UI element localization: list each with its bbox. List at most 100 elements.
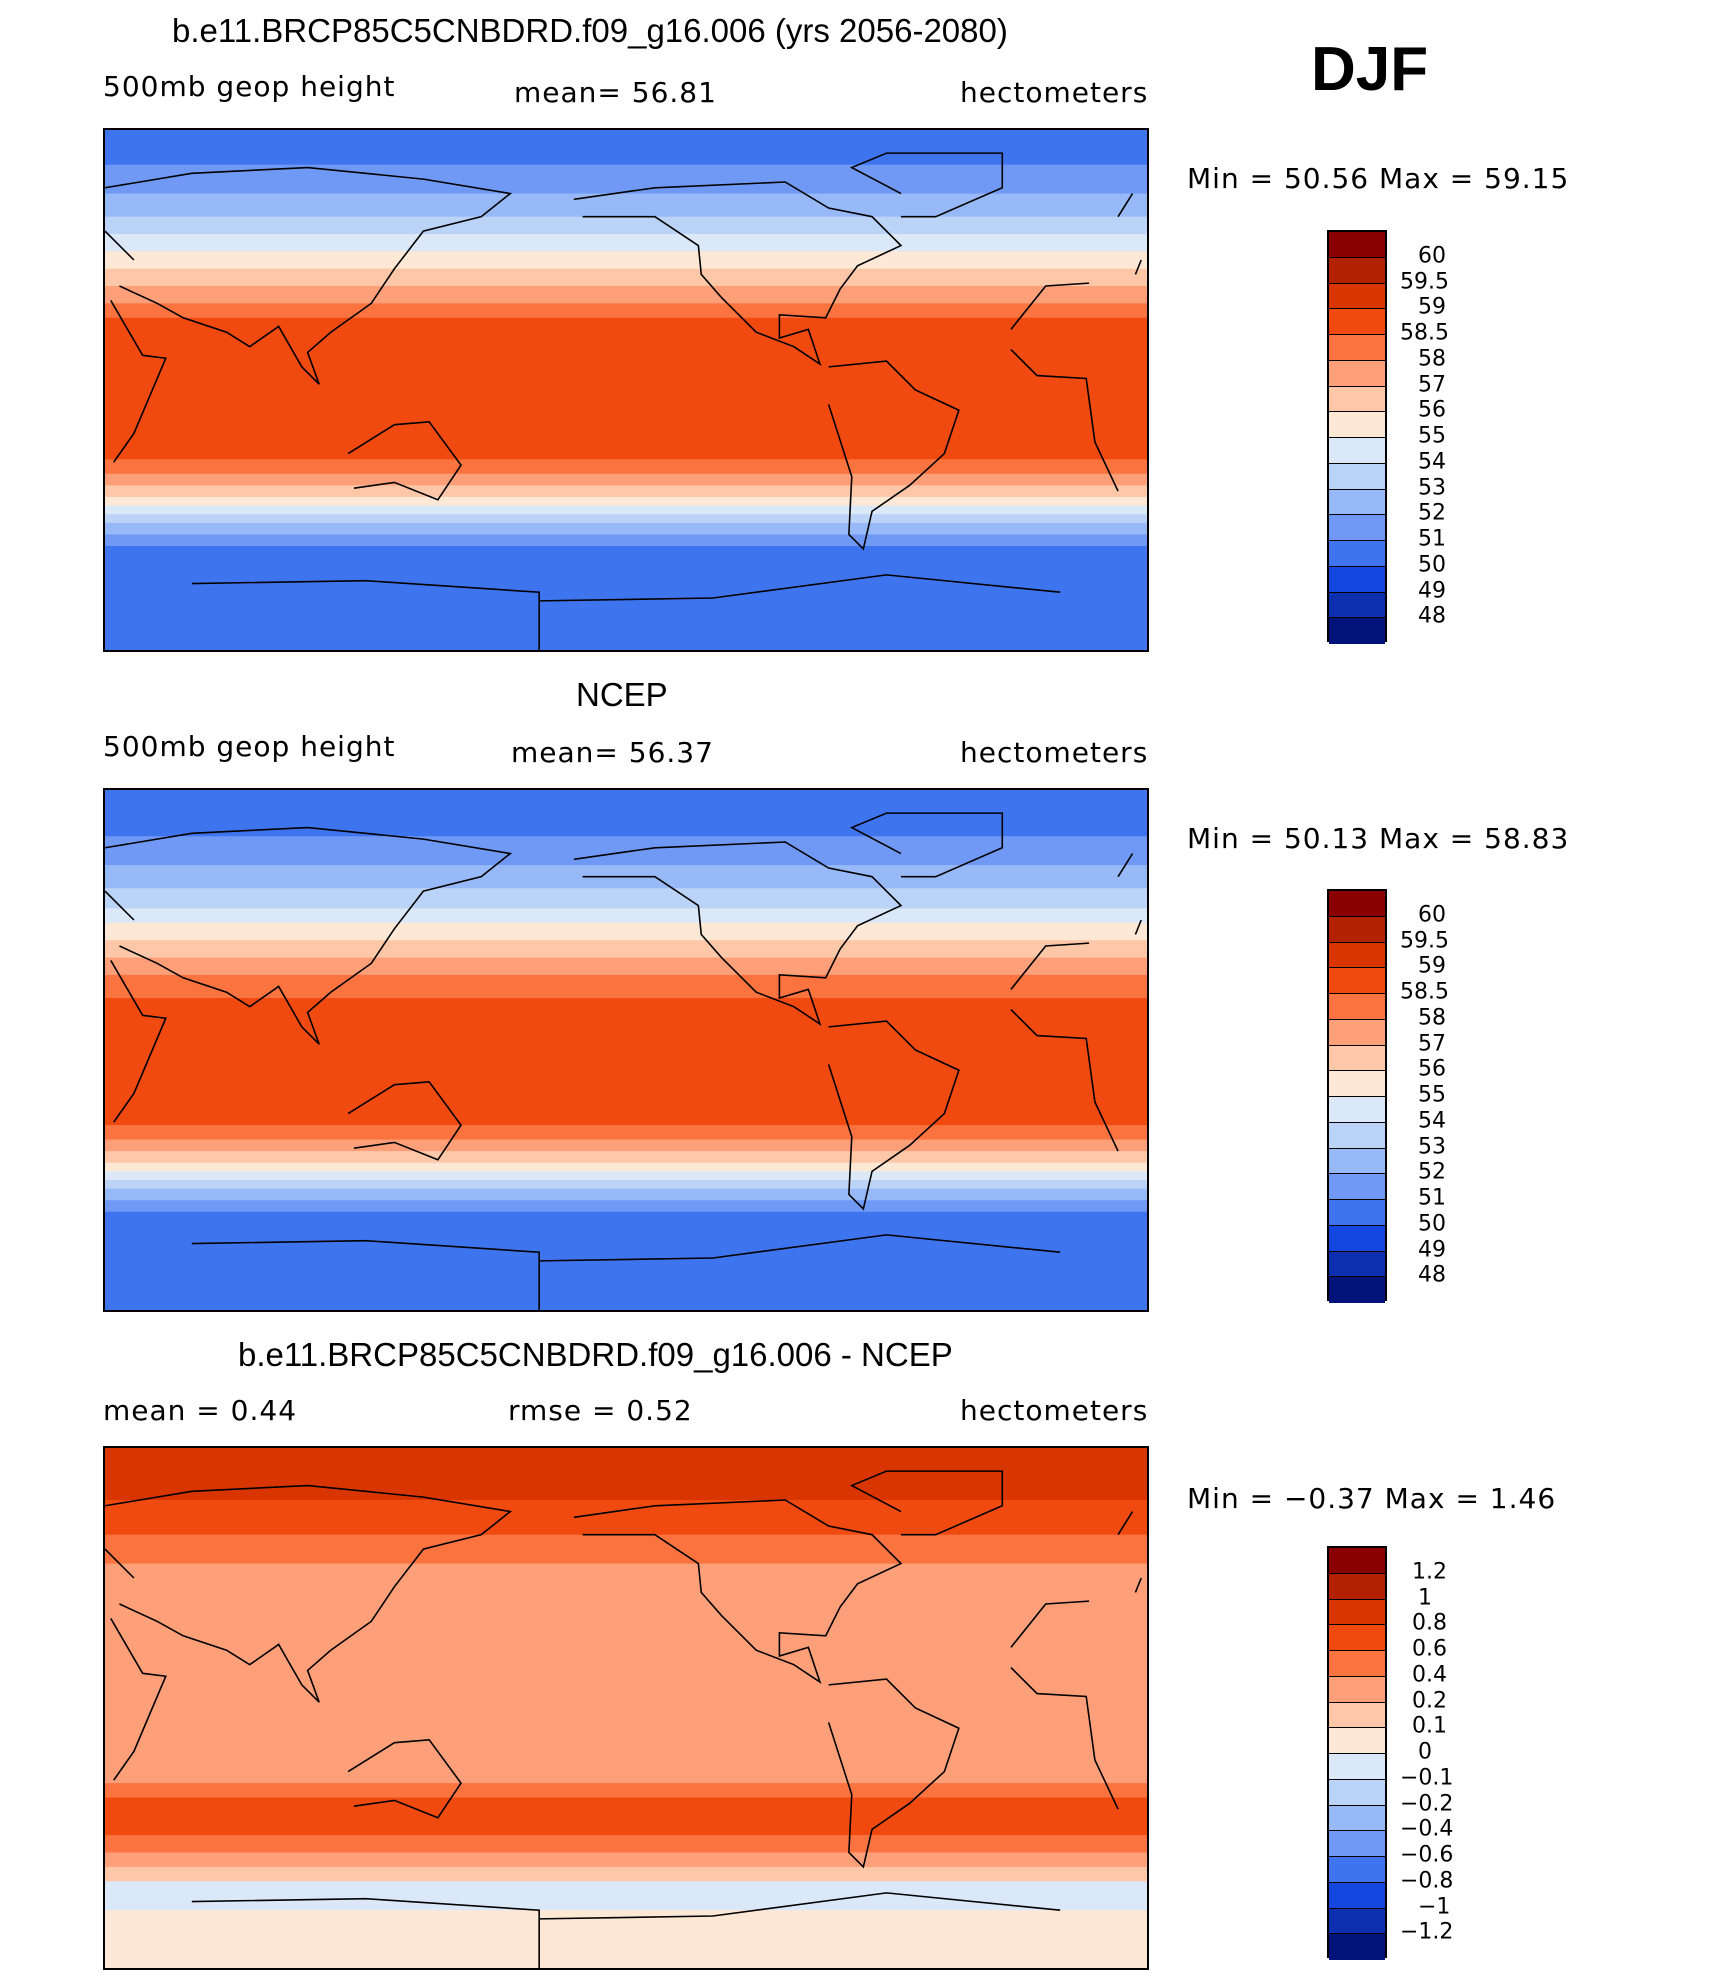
colorbar-swatch	[1329, 1857, 1385, 1883]
coastline	[105, 826, 513, 1045]
colorbar-tick-label: 59.5	[1400, 269, 1449, 294]
colorbar-tick-label: 51	[1418, 526, 1446, 552]
panel1-title: b.e11.BRCP85C5CNBDRD.f09_g16.006 (yrs 20…	[172, 12, 1008, 49]
contour-band	[105, 234, 1147, 253]
contour-band	[105, 998, 1147, 1127]
colorbar-tick-label: 0.2	[1412, 1688, 1447, 1713]
colorbar-tick-label: 58	[1418, 346, 1446, 372]
colorbar-tick-label: 58.5	[1400, 320, 1449, 346]
colorbar-swatch	[1329, 1599, 1385, 1626]
colorbar-swatch	[1329, 968, 1385, 994]
contour-band	[105, 303, 1147, 319]
coastline	[827, 360, 960, 551]
colorbar-swatch	[1329, 592, 1385, 619]
coastline	[539, 574, 1061, 602]
coastline	[1010, 1666, 1119, 1810]
panel2-units-label: hectometers	[960, 736, 1149, 769]
panel3-mean-label: mean = 0.44	[103, 1394, 298, 1427]
contour-band	[105, 473, 1147, 487]
contour-band	[105, 1200, 1147, 1213]
contour-band	[105, 1500, 1147, 1536]
coastline	[849, 812, 1004, 878]
colorbar-tick-label: 49	[1418, 1237, 1446, 1262]
season-label: DJF	[1311, 35, 1429, 104]
colorbar-swatch	[1329, 1251, 1385, 1278]
panel2-map	[103, 788, 1149, 1312]
colorbar-swatch	[1329, 335, 1385, 361]
contour-band	[105, 1125, 1147, 1141]
contour-band	[105, 1211, 1147, 1310]
contour-band	[105, 1866, 1147, 1883]
panel1-map	[103, 128, 1149, 652]
colorbar-swatch	[1329, 541, 1385, 567]
panel1-units-label: hectometers	[960, 76, 1149, 109]
colorbar-tick-label: 57	[1418, 1031, 1446, 1056]
coastline	[849, 152, 1004, 218]
colorbar-swatch	[1329, 1676, 1385, 1703]
map-field	[105, 1448, 1147, 1968]
coastline	[1117, 1511, 1134, 1536]
colorbar-tick-label: 0	[1418, 1739, 1432, 1765]
contour-band	[105, 974, 1147, 999]
panel2-mean-label: mean= 56.37	[511, 736, 714, 769]
colorbar-swatch	[1329, 1045, 1385, 1072]
panel1-minmax: Min = 50.56 Max = 59.15	[1187, 162, 1570, 195]
contour-band	[105, 459, 1147, 475]
colorbar-swatch	[1329, 1779, 1385, 1806]
contour-band	[105, 1797, 1147, 1837]
colorbar-tick-label: 59	[1418, 953, 1446, 979]
colorbar-tick-label: 60	[1418, 243, 1446, 269]
map-field	[105, 130, 1147, 650]
coastline	[827, 1020, 960, 1211]
contour-band	[105, 922, 1147, 942]
panel3-units-label: hectometers	[960, 1394, 1149, 1427]
colorbar-swatch	[1329, 1702, 1385, 1729]
colorbar-tick-label: 0.8	[1412, 1610, 1447, 1636]
coastline	[191, 1239, 540, 1310]
colorbar-swatch	[1329, 1934, 1385, 1960]
contour-band	[105, 1881, 1147, 1912]
panel2-left-label: 500mb geop height	[103, 730, 396, 763]
contour-band	[105, 908, 1147, 924]
contour-band	[105, 1162, 1147, 1173]
coastline	[105, 1484, 513, 1703]
colorbar-tick-label: 59.5	[1400, 928, 1449, 953]
coastline	[827, 1678, 960, 1869]
colorbar-swatch	[1329, 566, 1385, 593]
contour-band	[105, 216, 1147, 235]
contour-band	[105, 1835, 1147, 1854]
colorbar-tick-label: 52	[1418, 500, 1446, 526]
colorbar-tick-label: 56	[1418, 1056, 1446, 1082]
contour-band	[105, 1188, 1147, 1202]
coastline	[1010, 348, 1119, 492]
colorbar-swatch	[1329, 1148, 1385, 1175]
panel3-rmse-label: rmse = 0.52	[508, 1394, 693, 1427]
map-field	[105, 790, 1147, 1310]
coastline	[105, 230, 135, 261]
colorbar-tick-label: 51	[1418, 1185, 1446, 1211]
contour-band	[105, 317, 1147, 461]
colorbar-tick-label: 55	[1418, 423, 1446, 449]
colorbar-tick-label: 1.2	[1412, 1559, 1447, 1585]
colorbar-tick-label: 48	[1418, 603, 1446, 629]
colorbar-swatch	[1329, 1573, 1385, 1600]
contour-band	[105, 1139, 1147, 1153]
coastline	[1010, 1600, 1090, 1648]
colorbar-swatch	[1329, 618, 1385, 644]
contour-band	[105, 957, 1147, 976]
contour-band	[105, 1910, 1147, 1968]
panel1-mean-label: mean= 56.81	[514, 76, 717, 109]
colorbar-tick-label: 0.6	[1412, 1636, 1447, 1662]
contour-band	[105, 1448, 1147, 1501]
colorbar-tick-label: −0.6	[1400, 1842, 1454, 1868]
coastline	[347, 420, 462, 501]
colorbar-swatch	[1329, 891, 1385, 917]
colorbar-swatch	[1329, 438, 1385, 464]
colorbar-tick-label: 59	[1418, 294, 1446, 320]
colorbar-swatch	[1329, 1625, 1385, 1651]
contour-band	[105, 505, 1147, 516]
panel2-colorbar	[1327, 889, 1387, 1303]
contour-band	[105, 534, 1147, 547]
colorbar-tick-label: 0.4	[1412, 1662, 1447, 1688]
colorbar-tick-label: 0.1	[1412, 1713, 1447, 1739]
